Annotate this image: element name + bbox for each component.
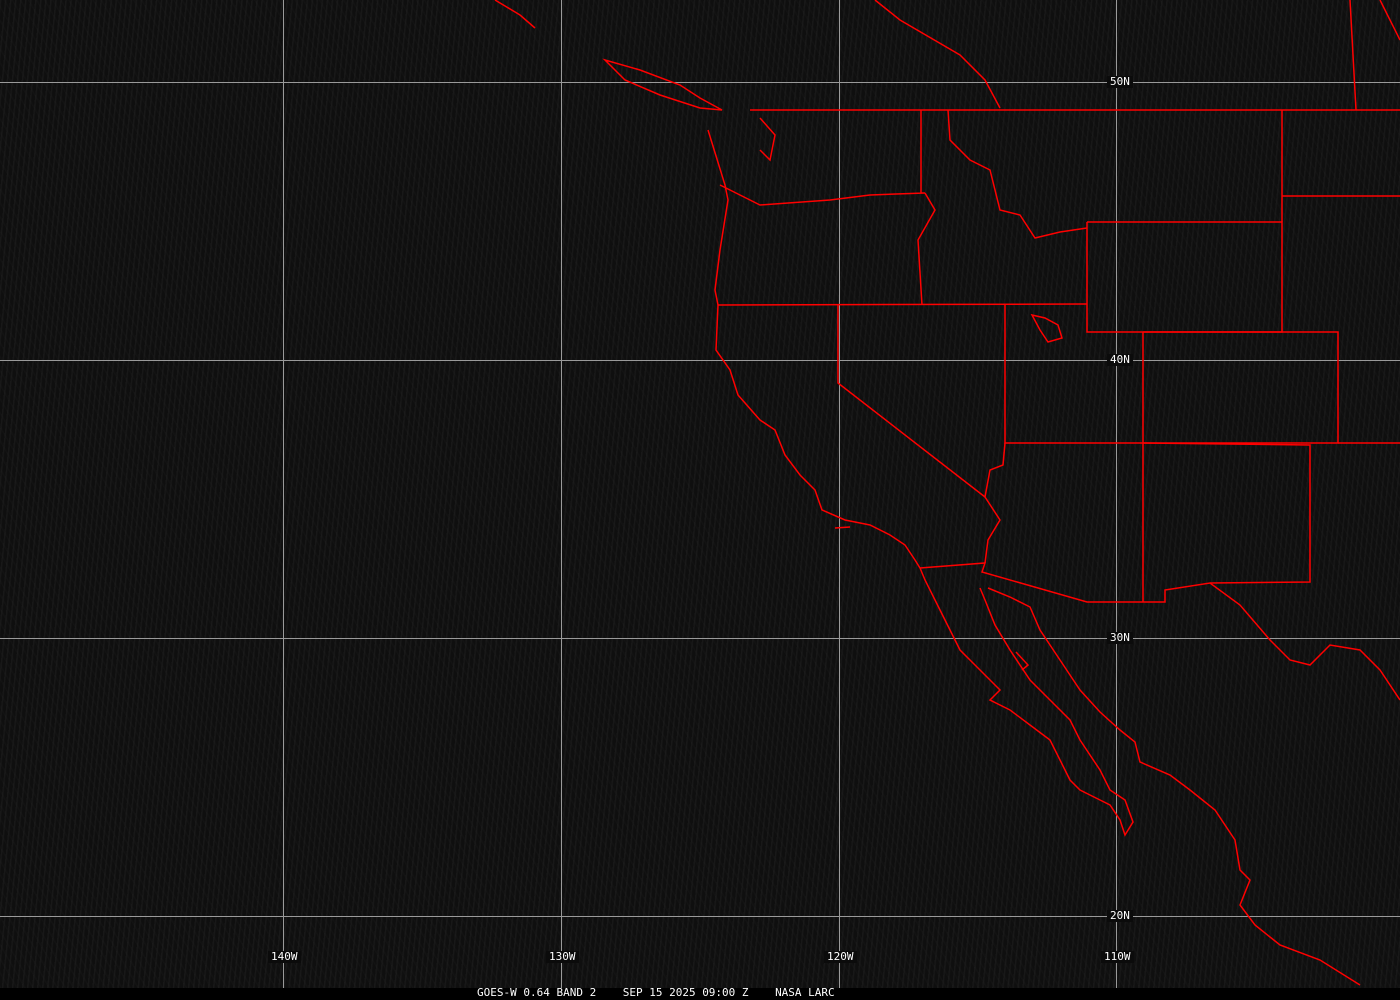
lat-label-50n: 50N (1107, 76, 1133, 88)
puget-sound (759, 117, 776, 162)
gulf-islands (1015, 651, 1030, 671)
new-mexico-border (1142, 442, 1311, 584)
us-pacific-coastline (707, 129, 921, 569)
us-mexico-border (919, 562, 1400, 701)
great-salt-lake (1030, 313, 1063, 343)
lon-label-110w: 110W (1101, 951, 1134, 963)
utah-border (1004, 305, 1144, 444)
lat-label-30n: 30N (1107, 632, 1133, 644)
channel-islands (834, 526, 851, 529)
arizona-west-border (984, 496, 1001, 564)
bc-coastline (494, 0, 536, 29)
lat-label-20n: 20N (1107, 910, 1133, 922)
image-caption: GOES-W 0.64 BAND 2 SEP 15 2025 09:00 Z N… (477, 986, 835, 999)
manitoba-border (1379, 0, 1400, 41)
lon-label-120w: 120W (824, 951, 857, 963)
lon-label-130w: 130W (546, 951, 579, 963)
idaho-montana-border (947, 109, 1088, 239)
wa-or-border (719, 110, 926, 206)
caption-bar (0, 988, 1400, 1000)
boundaries (494, 0, 1400, 986)
bc-alberta-border (874, 0, 1001, 109)
oregon-south-border (717, 303, 1088, 306)
or-id-border (917, 192, 936, 306)
lon-label-140w: 140W (268, 951, 301, 963)
caption-datetime: SEP 15 2025 09:00 Z (622, 986, 749, 999)
caption-product: GOES-W 0.64 BAND 2 (477, 986, 597, 999)
ca-nv-border (837, 305, 1006, 499)
colorado-border (1143, 331, 1339, 444)
lat-label-40n: 40N (1107, 354, 1133, 366)
mexico-mainland-coastline (987, 587, 1361, 986)
baja-coastline (919, 567, 1134, 837)
vancouver-island (602, 58, 723, 111)
caption-source: NASA LARC (775, 986, 835, 999)
alberta-sask-border (1349, 0, 1357, 111)
